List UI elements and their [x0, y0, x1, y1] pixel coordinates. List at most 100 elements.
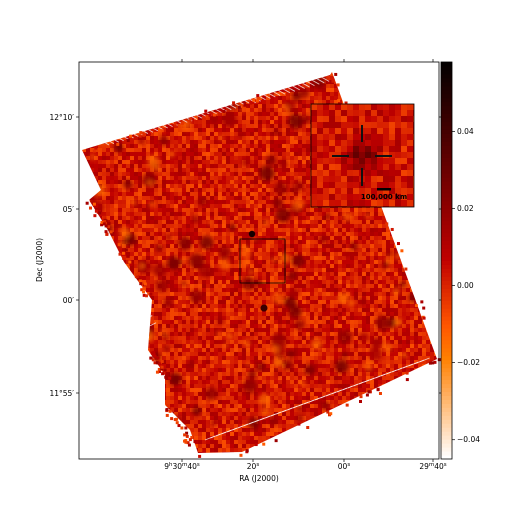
map-pixel — [242, 184, 246, 188]
map-pixel — [322, 224, 326, 228]
map-pixel — [150, 216, 154, 220]
map-pixel — [270, 100, 274, 104]
map-pixel — [254, 244, 258, 248]
map-pixel — [122, 176, 126, 180]
map-pixel — [370, 236, 374, 240]
map-pixel — [270, 252, 274, 256]
map-pixel — [174, 200, 178, 204]
map-pixel — [246, 204, 250, 208]
map-pixel — [326, 88, 330, 92]
map-pixel — [206, 224, 210, 228]
map-pixel — [334, 276, 338, 280]
map-pixel — [282, 244, 286, 248]
map-pixel — [150, 264, 154, 268]
map-pixel — [126, 188, 130, 192]
map-pixel — [294, 172, 298, 176]
map-pixel — [238, 148, 242, 152]
map-pixel — [254, 240, 258, 244]
map-pixel — [310, 212, 314, 216]
map-pixel — [246, 132, 250, 136]
map-pixel — [302, 216, 306, 220]
map-pixel — [282, 148, 286, 152]
map-pixel — [330, 264, 334, 268]
map-pixel — [342, 228, 346, 232]
map-pixel — [222, 200, 226, 204]
map-pixel — [234, 212, 238, 216]
map-pixel — [322, 92, 326, 96]
map-pixel — [394, 260, 398, 264]
map-pixel — [302, 232, 306, 236]
map-pixel — [198, 192, 202, 196]
map-pixel — [278, 252, 282, 256]
map-pixel — [258, 276, 262, 280]
map-pixel — [282, 272, 286, 276]
map-pixel — [242, 144, 246, 148]
map-pixel — [198, 140, 202, 144]
map-pixel — [138, 224, 142, 228]
map-pixel — [238, 152, 242, 156]
map-pixel — [374, 240, 378, 244]
map-pixel — [218, 228, 222, 232]
map-pixel — [142, 256, 146, 260]
map-pixel — [186, 132, 190, 136]
map-pixel — [118, 248, 122, 252]
map-pixel — [174, 188, 178, 192]
map-pixel — [282, 96, 286, 100]
map-pixel — [222, 112, 226, 116]
map-pixel — [218, 172, 222, 176]
map-pixel — [302, 256, 306, 260]
map-pixel — [186, 272, 190, 276]
map-pixel — [242, 128, 246, 132]
map-pixel — [158, 236, 162, 240]
map-pixel — [274, 148, 278, 152]
map-pixel — [302, 240, 306, 244]
map-pixel — [146, 244, 150, 248]
map-pixel — [374, 208, 378, 212]
map-pixel — [194, 168, 198, 172]
map-pixel — [346, 224, 350, 228]
map-pixel — [314, 96, 318, 100]
map-pixel — [246, 212, 250, 216]
map-pixel — [370, 208, 374, 212]
map-pixel — [234, 256, 238, 260]
map-pixel — [302, 168, 306, 172]
map-pixel — [286, 228, 290, 232]
map-pixel — [246, 112, 250, 116]
map-pixel — [202, 228, 206, 232]
map-pixel — [214, 180, 218, 184]
map-pixel — [210, 212, 214, 216]
map-pixel — [122, 168, 126, 172]
map-pixel — [162, 240, 166, 244]
map-pixel — [274, 260, 278, 264]
map-pixel — [346, 240, 350, 244]
map-pixel — [374, 252, 378, 256]
map-pixel — [114, 180, 118, 184]
map-pixel — [334, 236, 338, 240]
map-pixel — [138, 152, 142, 156]
map-pixel — [102, 152, 106, 156]
map-pixel — [246, 228, 250, 232]
map-pixel — [110, 232, 114, 236]
map-pixel — [266, 228, 270, 232]
map-pixel — [286, 88, 290, 92]
map-pixel — [278, 224, 282, 228]
map-pixel — [194, 204, 198, 208]
map-pixel — [378, 220, 382, 224]
map-pixel — [322, 268, 326, 272]
map-pixel — [170, 132, 174, 136]
map-pixel — [138, 216, 142, 220]
map-pixel — [366, 232, 370, 236]
map-pixel — [126, 224, 130, 228]
map-pixel — [286, 148, 290, 152]
map-pixel — [230, 216, 234, 220]
map-pixel — [394, 272, 398, 276]
map-pixel — [290, 236, 294, 240]
map-pixel — [166, 192, 170, 196]
map-pixel — [150, 212, 154, 216]
map-pixel — [286, 128, 290, 132]
map-pixel — [110, 156, 114, 160]
map-pixel — [158, 232, 162, 236]
map-pixel — [274, 196, 278, 200]
map-pixel — [142, 228, 146, 232]
map-pixel — [298, 244, 302, 248]
